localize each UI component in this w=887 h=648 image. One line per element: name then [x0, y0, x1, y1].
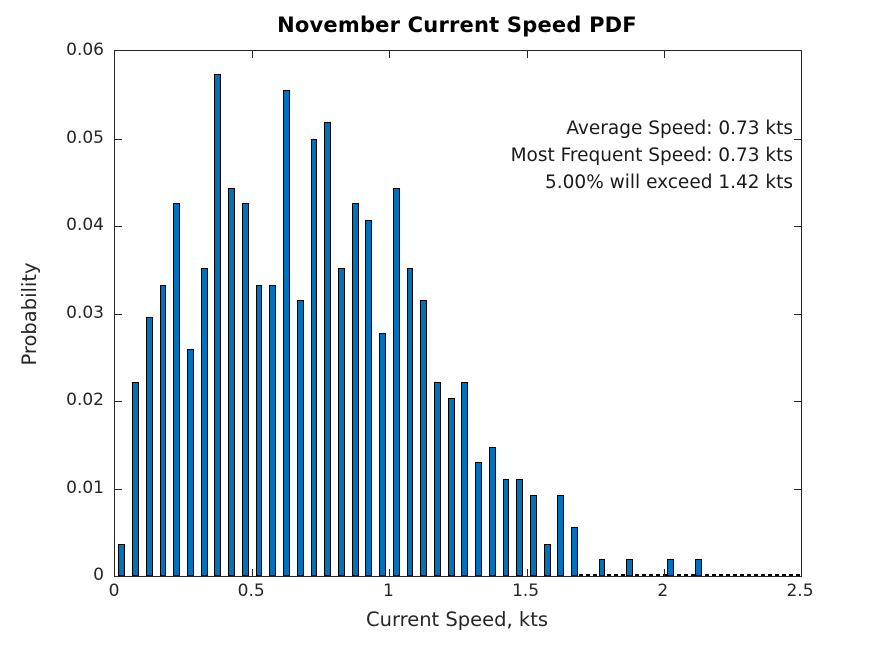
histogram-bar: [502, 478, 510, 576]
y-tick-mark: [115, 401, 122, 402]
histogram-bar: [475, 462, 482, 576]
x-tick-mark-top: [252, 51, 254, 58]
y-tick-mark-right: [794, 488, 801, 490]
histogram-bar: [392, 187, 400, 576]
histogram-bar: [255, 284, 263, 576]
x-tick-mark: [389, 569, 391, 576]
y-tick-label: 0.01: [66, 477, 104, 498]
y-tick-mark: [115, 226, 122, 227]
annotation-average-speed: Average Speed: 0.73 kts: [566, 118, 793, 139]
x-tick-mark-top: [526, 51, 528, 58]
histogram-bar: [626, 559, 633, 576]
histogram-bar: [433, 381, 441, 576]
histogram-bar: [530, 494, 537, 576]
histogram-bar: [283, 89, 290, 576]
x-axis-label: Current Speed, kts: [365, 608, 549, 631]
x-tick-label: 1: [382, 581, 394, 601]
x-tick-mark-top: [389, 51, 391, 58]
histogram-bar: [461, 381, 469, 576]
x-tick-mark: [252, 569, 254, 576]
histogram-bar: [694, 559, 702, 576]
histogram-bar: [241, 203, 249, 576]
y-tick-label: 0: [93, 565, 104, 585]
y-tick-mark-right: [794, 313, 801, 315]
histogram-bar: [598, 559, 606, 576]
histogram-bar: [420, 300, 428, 576]
histogram-bar: [173, 203, 181, 576]
annotation-most-frequent-speed: Most Frequent Speed: 0.73 kts: [510, 145, 793, 166]
plot-area: Average Speed: 0.73 kts Most Frequent Sp…: [114, 50, 802, 577]
histogram-bar: [447, 397, 455, 576]
annotation-exceedance: 5.00% will exceed 1.42 kts: [545, 172, 793, 193]
histogram-bar: [228, 187, 236, 576]
x-tick-mark: [526, 569, 528, 576]
histogram-bar: [365, 219, 373, 576]
zero-dashed-line: [578, 574, 801, 576]
histogram-bar: [324, 121, 332, 576]
histogram-bar: [132, 381, 139, 576]
stats-annotation: Average Speed: 0.73 kts Most Frequent Sp…: [511, 115, 793, 196]
y-tick-label: 0.06: [66, 40, 104, 60]
y-tick-mark-right: [794, 226, 801, 227]
histogram-bar: [488, 446, 496, 576]
histogram-bar: [269, 284, 277, 576]
x-tick-label: 2: [657, 581, 669, 601]
x-tick-label: 2.5: [786, 581, 814, 601]
histogram-bar: [200, 268, 208, 576]
y-tick-label: 0.05: [66, 127, 104, 148]
y-tick-mark: [115, 138, 122, 140]
histogram-bar: [118, 543, 126, 576]
histogram-bar: [214, 73, 222, 576]
histogram-bar: [159, 284, 167, 576]
histogram-bar: [516, 478, 524, 576]
y-tick-label: 0.04: [66, 215, 104, 235]
histogram-bar: [337, 268, 345, 576]
chart-title: November Current Speed PDF: [277, 13, 637, 37]
x-tick-mark-top: [663, 51, 665, 58]
y-tick-label: 0.02: [66, 390, 104, 410]
x-tick-label: 0.5: [237, 581, 265, 601]
histogram-bar: [557, 494, 565, 576]
y-tick-mark-right: [794, 138, 801, 140]
histogram-bar: [351, 203, 359, 576]
histogram-bar: [543, 543, 551, 576]
x-tick-label: 0: [108, 581, 120, 601]
y-tick-mark-right: [794, 401, 801, 402]
x-tick-label: 1.5: [512, 581, 540, 601]
x-tick-mark: [663, 569, 665, 576]
histogram-bar: [187, 349, 194, 576]
histogram-bar: [145, 317, 153, 576]
y-tick-mark: [115, 313, 122, 315]
histogram-bar: [667, 559, 675, 576]
y-tick-label: 0.03: [66, 302, 104, 323]
histogram-bar: [296, 300, 304, 576]
y-tick-mark: [115, 488, 122, 490]
histogram-bar: [379, 332, 386, 576]
histogram-bar: [310, 138, 318, 576]
histogram-bar: [571, 527, 579, 576]
histogram-bar: [406, 268, 414, 576]
